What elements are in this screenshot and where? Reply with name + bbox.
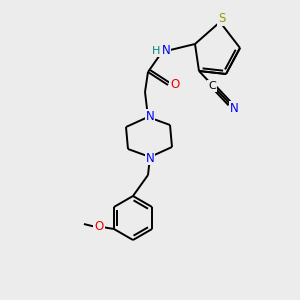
Text: N: N xyxy=(146,152,154,164)
Text: C: C xyxy=(208,81,216,91)
Text: H: H xyxy=(152,46,160,56)
Text: N: N xyxy=(230,101,238,115)
Text: N: N xyxy=(162,44,170,58)
Text: O: O xyxy=(170,79,180,92)
Text: O: O xyxy=(94,220,104,232)
Text: N: N xyxy=(146,110,154,122)
Text: S: S xyxy=(218,13,226,26)
